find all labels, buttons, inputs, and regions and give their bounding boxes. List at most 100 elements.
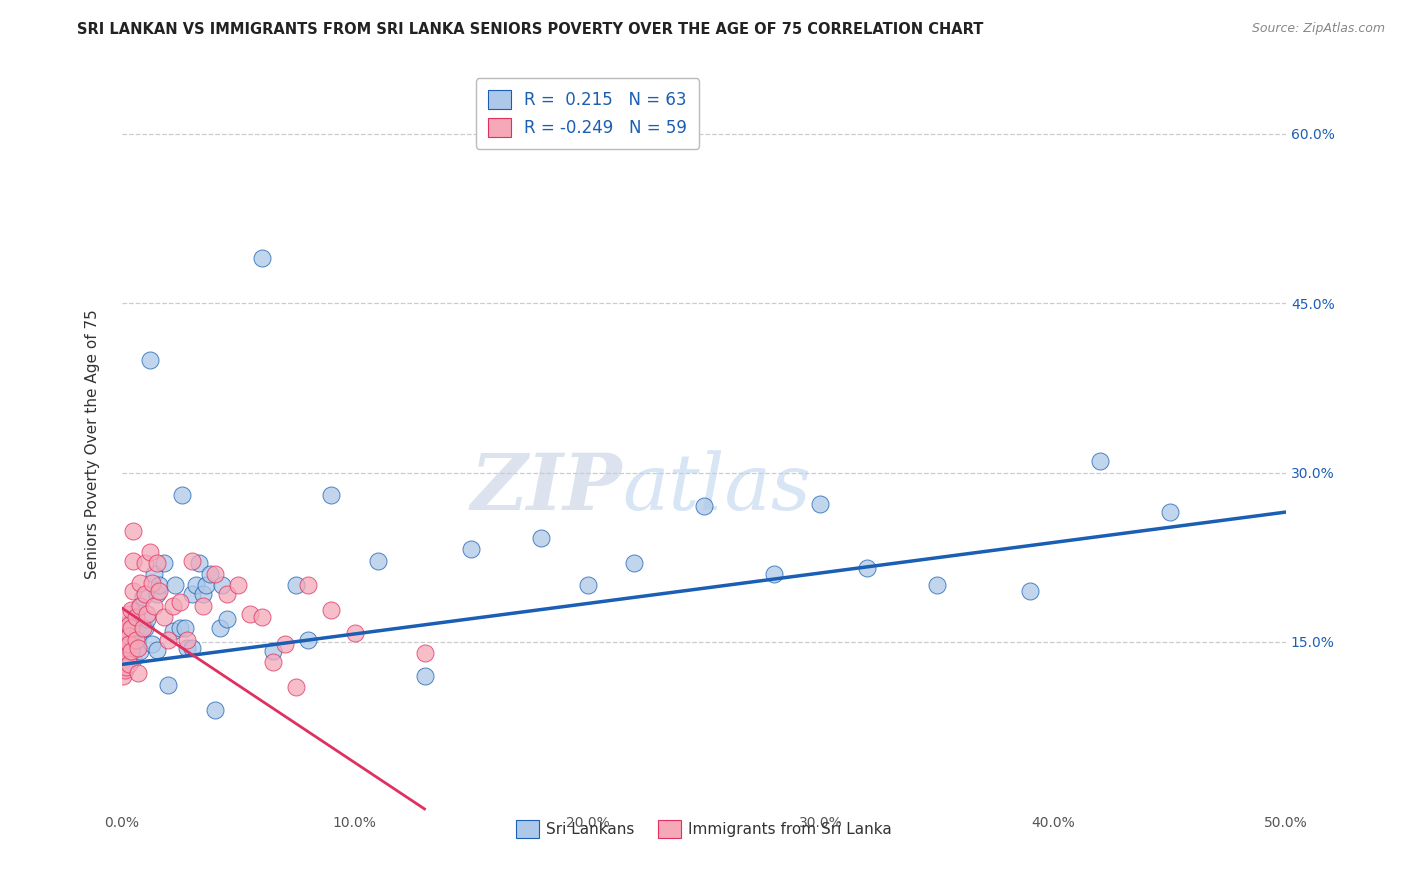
Point: [808, 497, 831, 511]
Point: [321, 488, 343, 502]
Point: [112, 629, 135, 643]
Point: [162, 599, 184, 613]
Point: [180, 640, 202, 655]
Point: [118, 618, 141, 632]
Point: [1159, 505, 1181, 519]
Point: [148, 578, 170, 592]
Point: [115, 624, 138, 638]
Point: [321, 603, 343, 617]
Point: [204, 567, 226, 582]
Point: [169, 621, 191, 635]
Point: [125, 610, 148, 624]
Point: [120, 621, 142, 635]
Point: [118, 640, 141, 655]
Point: [127, 640, 149, 655]
Point: [343, 625, 366, 640]
Point: [122, 553, 145, 567]
Point: [120, 644, 142, 658]
Point: [136, 607, 159, 621]
Point: [576, 578, 599, 592]
Point: [1088, 454, 1111, 468]
Point: [157, 678, 180, 692]
Point: [285, 680, 308, 694]
Point: [129, 599, 152, 613]
Legend: Sri Lankans, Immigrants from Sri Lanka: Sri Lankans, Immigrants from Sri Lanka: [510, 814, 898, 844]
Point: [530, 531, 553, 545]
Point: [193, 587, 215, 601]
Point: [143, 567, 166, 582]
Point: [187, 556, 209, 570]
Point: [215, 587, 238, 601]
Point: [127, 666, 149, 681]
Point: [193, 599, 215, 613]
Point: [162, 624, 184, 638]
Point: [165, 578, 187, 592]
Point: [176, 632, 198, 647]
Point: [145, 556, 167, 570]
Point: [114, 618, 136, 632]
Point: [132, 590, 155, 604]
Point: [623, 556, 645, 570]
Point: [112, 637, 135, 651]
Point: [125, 624, 148, 638]
Point: [693, 500, 716, 514]
Text: SRI LANKAN VS IMMIGRANTS FROM SRI LANKA SENIORS POVERTY OVER THE AGE OF 75 CORRE: SRI LANKAN VS IMMIGRANTS FROM SRI LANKA …: [77, 22, 984, 37]
Text: atlas: atlas: [623, 450, 811, 526]
Point: [173, 621, 195, 635]
Point: [118, 618, 141, 632]
Point: [129, 621, 152, 635]
Point: [460, 542, 482, 557]
Point: [141, 576, 163, 591]
Point: [115, 659, 138, 673]
Point: [139, 352, 162, 367]
Point: [180, 587, 202, 601]
Point: [367, 553, 389, 567]
Point: [127, 601, 149, 615]
Point: [122, 524, 145, 539]
Point: [226, 578, 249, 592]
Point: [114, 663, 136, 677]
Point: [297, 578, 319, 592]
Point: [120, 646, 142, 660]
Point: [120, 603, 142, 617]
Point: [208, 621, 231, 635]
Point: [118, 629, 141, 643]
Point: [122, 652, 145, 666]
Point: [274, 637, 297, 651]
Point: [112, 646, 135, 660]
Point: [194, 578, 217, 592]
Point: [176, 640, 198, 655]
Point: [115, 637, 138, 651]
Point: [112, 629, 135, 643]
Point: [239, 607, 262, 621]
Point: [262, 644, 284, 658]
Point: [285, 578, 308, 592]
Point: [297, 632, 319, 647]
Point: [250, 251, 273, 265]
Point: [148, 584, 170, 599]
Point: [250, 610, 273, 624]
Y-axis label: Seniors Poverty Over the Age of 75: Seniors Poverty Over the Age of 75: [86, 310, 100, 579]
Point: [122, 640, 145, 655]
Point: [200, 567, 222, 582]
Point: [115, 624, 138, 638]
Point: [856, 561, 879, 575]
Point: [120, 629, 142, 643]
Point: [134, 587, 156, 601]
Point: [117, 624, 139, 638]
Point: [122, 584, 145, 599]
Point: [112, 657, 135, 672]
Point: [115, 648, 138, 663]
Point: [141, 637, 163, 651]
Point: [111, 652, 134, 666]
Point: [413, 646, 436, 660]
Point: [152, 610, 174, 624]
Point: [262, 655, 284, 669]
Text: Source: ZipAtlas.com: Source: ZipAtlas.com: [1251, 22, 1385, 36]
Point: [143, 599, 166, 613]
Point: [139, 544, 162, 558]
Point: [134, 621, 156, 635]
Point: [118, 637, 141, 651]
Point: [172, 488, 194, 502]
Point: [122, 612, 145, 626]
